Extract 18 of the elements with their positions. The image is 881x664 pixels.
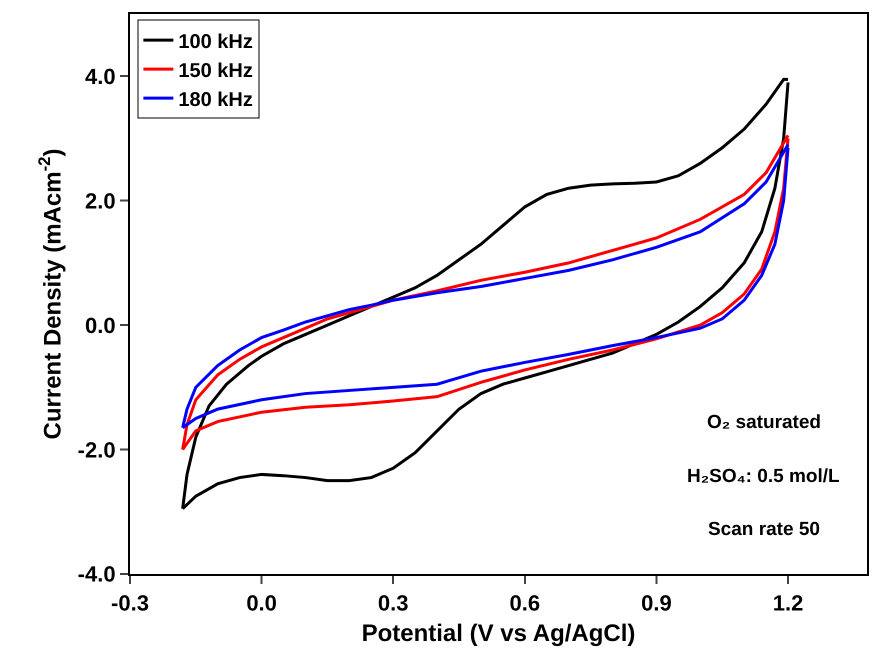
x-axis-title: Potential (V vs Ag/AgCl) [362,620,636,648]
annotation: Scan rate 50 [708,519,820,540]
x-tick-label: 0.9 [641,590,672,616]
y-tick-label: -4.0 [78,562,116,587]
y-tick-label: 2.0 [85,188,116,214]
legend-label: 100 kHz [178,30,253,53]
x-tick-label: 0.3 [378,590,409,616]
x-tick-label: 1.2 [772,590,804,616]
x-tick-label: 0.0 [246,590,277,616]
annotation: O₂ saturated [707,412,822,433]
legend-label: 180 kHz [178,88,253,111]
y-tick-label: -2.0 [78,437,116,462]
y-tick-label: 0.0 [85,312,116,338]
y-tick-label: 4.0 [85,64,116,89]
legend-label: 150 kHz [178,60,253,82]
x-tick-label: -0.3 [111,590,149,616]
annotation: H₂SO₄: 0.5 mol/L [687,466,840,487]
x-tick-label: 0.6 [510,590,540,616]
